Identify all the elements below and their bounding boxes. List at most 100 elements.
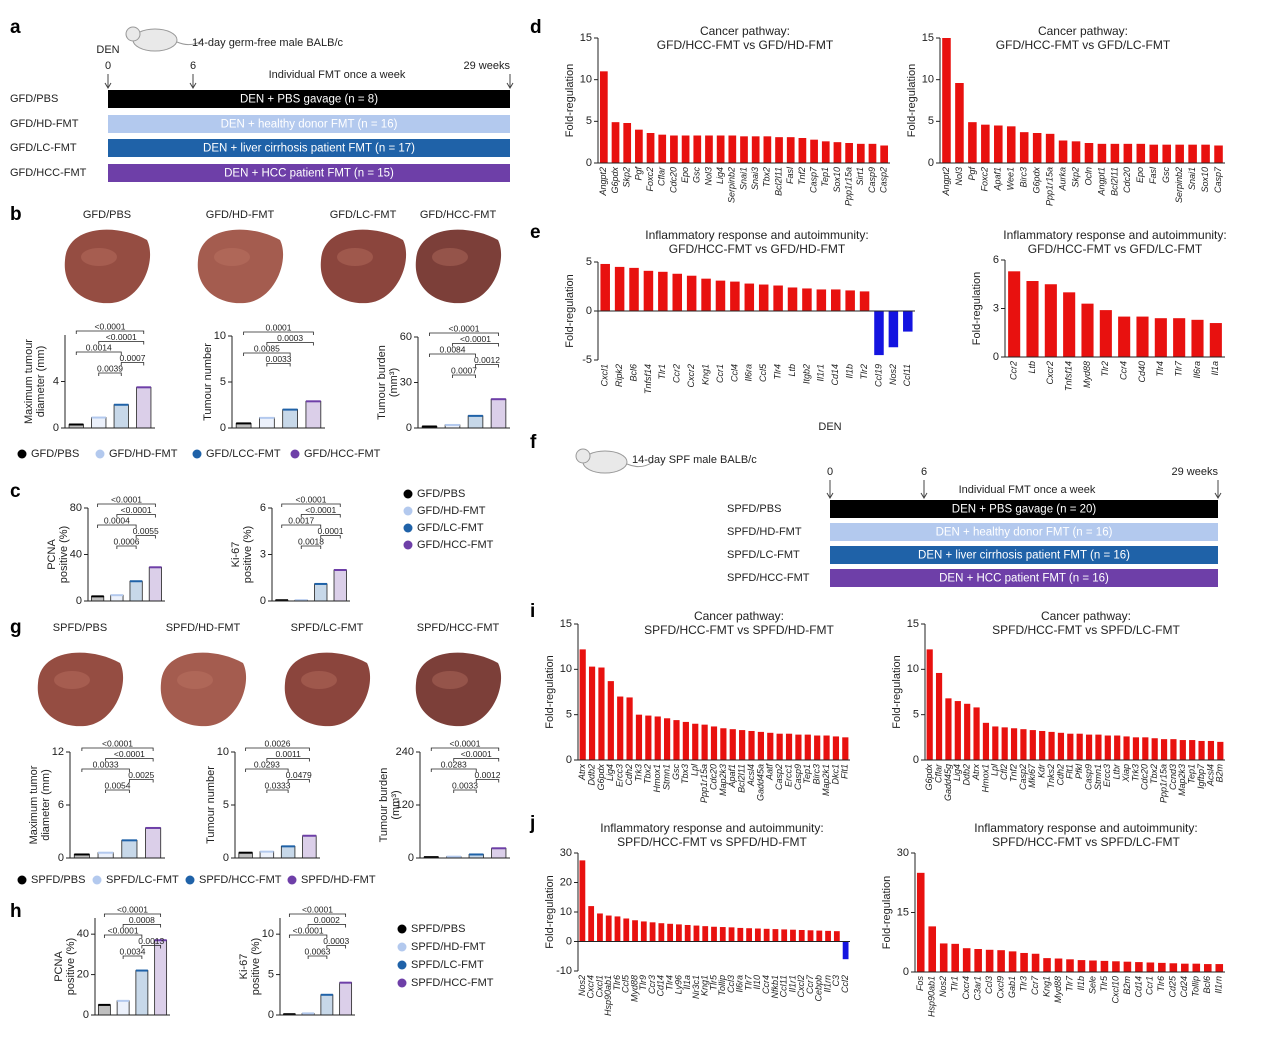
y-tick-label: 40 (77, 928, 89, 940)
bar (868, 143, 877, 163)
photo-label: GFD/HCC-FMT (420, 209, 497, 221)
category-label: Acsl4 (746, 764, 756, 787)
category-label: Bcl6 (628, 364, 638, 382)
category-label: Foxc2 (980, 167, 990, 192)
legend-label: GFD/HD-FMT (417, 505, 486, 517)
y-axis-label: Tumour burden (376, 345, 388, 420)
y-tick-label: 15 (580, 32, 592, 44)
y-tick-label: 0 (53, 422, 59, 434)
scheme-start: DEN (96, 44, 119, 56)
bar (842, 941, 849, 960)
significance-bracket (430, 747, 500, 751)
bar (1029, 730, 1036, 760)
liver-photo (197, 229, 284, 304)
category-label: Tlr3 (1018, 976, 1028, 992)
bar (1179, 740, 1186, 760)
y-tick-label: 10 (262, 928, 274, 940)
bar (1162, 144, 1171, 163)
bar (1136, 143, 1146, 163)
significance-bracket (81, 747, 154, 751)
chart-title: SPFD/HCC-FMT vs SPFD/LC-FMT (992, 623, 1180, 637)
bar (136, 386, 152, 429)
y-tick-label: 0 (913, 754, 919, 766)
legend-label: GFD/LCC-FMT (206, 448, 281, 460)
y-tick-label: 5 (566, 709, 572, 721)
category-label: Tbx3 (680, 764, 690, 784)
category-label: Tep1 (1187, 764, 1197, 784)
panel-letter: d (530, 17, 542, 38)
bar (635, 129, 643, 163)
legend-label: GFD/HCC-FMT (304, 448, 381, 460)
photo-label: SPFD/HD-FMT (166, 622, 241, 634)
legend-marker (397, 942, 407, 952)
y-tick-label: 0 (993, 351, 999, 363)
significance-bracket (266, 363, 291, 367)
p-value: <0.0001 (106, 332, 137, 342)
bar (823, 735, 830, 760)
y-tick-label: 0 (928, 157, 934, 169)
y-tick-label: 15 (897, 906, 909, 918)
y-tick-label: 6 (993, 254, 999, 266)
category-label: Ccl4 (729, 364, 739, 382)
significance-bracket (452, 343, 499, 347)
category-label: Stmn1 (1093, 764, 1103, 790)
y-tick-label: 10 (922, 74, 934, 86)
bar (1089, 960, 1097, 972)
category-label: Ccr4 (761, 975, 771, 994)
category-label: Cxcl1 (600, 364, 610, 387)
bar (1020, 729, 1027, 760)
category-label: Xiap (1121, 764, 1131, 783)
p-value: 0.0001 (318, 526, 344, 536)
significance-bracket (97, 524, 137, 528)
bar (804, 734, 811, 760)
category-label: Tlr2 (859, 364, 869, 380)
bar (1045, 133, 1055, 163)
panel-letter: j (529, 813, 535, 834)
significance-bracket (281, 524, 322, 528)
category-label: Gab1 (1007, 976, 1017, 998)
p-value: 0.0034 (120, 946, 146, 956)
bar (305, 400, 322, 429)
bar (728, 927, 735, 942)
bar (942, 38, 951, 163)
y-tick-label: 10 (214, 330, 226, 342)
category-label: Bcl6 (1202, 976, 1212, 994)
category-label: Dkc1 (830, 764, 840, 785)
category-label: Nol3 (954, 167, 964, 186)
p-value: 0.0012 (474, 355, 500, 365)
bar (693, 135, 702, 163)
p-value: 0.0333 (265, 780, 291, 790)
scheme-title: 14-day SPF male BALB/c (632, 454, 757, 466)
bar (1077, 960, 1086, 972)
legend-label: SPFD/HD-FMT (411, 941, 486, 953)
photo-label: GFD/PBS (83, 209, 131, 221)
significance-bracket (430, 768, 477, 772)
group-label: GFD/LC-FMT (10, 142, 77, 154)
category-label: Il1b (1076, 976, 1086, 991)
category-label: Ltbr (1112, 763, 1122, 780)
bar (1110, 143, 1120, 163)
category-label: Lpl (690, 763, 700, 776)
category-label: C3ar1 (973, 976, 983, 1001)
bar (926, 649, 933, 760)
significance-bracket (266, 789, 289, 793)
bar (775, 137, 783, 163)
bar (1095, 734, 1102, 760)
panel-letter: f (530, 432, 537, 453)
photo-label: SPFD/LC-FMT (291, 622, 364, 634)
category-label: Tnks2 (1046, 764, 1056, 789)
p-value: 0.0001 (266, 322, 292, 332)
category-label: Nr3c1 (691, 975, 701, 999)
bar (974, 948, 982, 972)
bar (1020, 952, 1028, 972)
p-value: 0.0003 (323, 936, 349, 946)
p-value: 0.0026 (265, 738, 291, 748)
significance-bracket (135, 535, 156, 539)
category-label: Cxcl10 (1110, 976, 1120, 1004)
bar (605, 915, 612, 942)
bar (982, 722, 990, 760)
y-axis-label: Tumour number (205, 766, 217, 844)
treatment-bar (830, 523, 1218, 541)
category-label: Tbx2 (762, 167, 772, 187)
bar (1043, 958, 1051, 972)
